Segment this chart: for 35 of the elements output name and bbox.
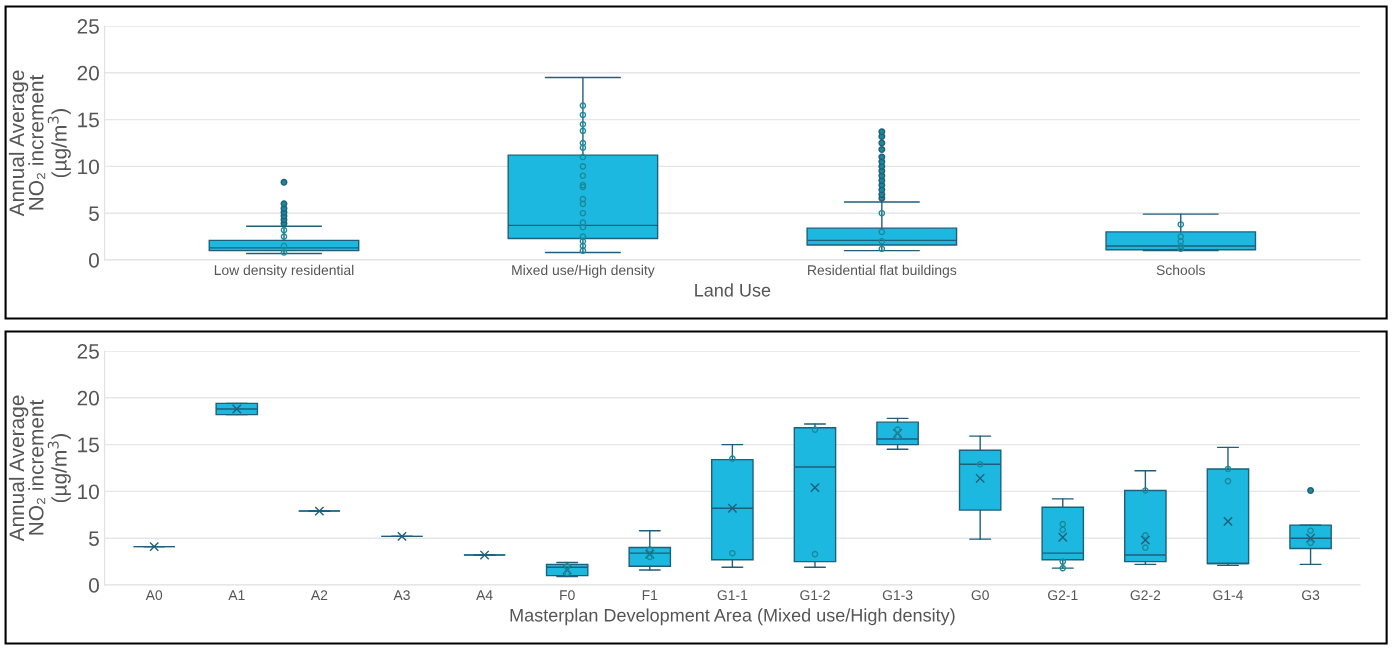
x-tick-label: A0 [145, 590, 163, 601]
y-tick-label: 20 [77, 390, 99, 406]
y-tick-label: 0 [88, 253, 99, 268]
y-tick-label: 20 [77, 65, 99, 81]
y-tick-label: 0 [88, 578, 99, 593]
x-tick-label: G2-2 [1130, 590, 1161, 601]
x-tick-label: G1-3 [882, 590, 913, 601]
y-tick-label: 10 [78, 159, 99, 175]
y-tick-label: 15 [78, 437, 99, 453]
x-tick-label: G0 [971, 590, 989, 601]
x-tick-label: G2-1 [1048, 590, 1078, 601]
x-tick-label: G1-4 [1213, 590, 1243, 601]
x-tick-label: A2 [310, 590, 328, 600]
x-tick-label: G3 [1302, 590, 1320, 601]
x-tick-label: F1 [642, 590, 658, 600]
x-axis-title: Masterplan Development Area (Mixed use/High density) [510, 608, 955, 626]
x-tick-label: G1-2 [800, 590, 830, 601]
x-tick-label: G1-1 [717, 590, 748, 601]
x-axis-title: Land Use [695, 283, 771, 297]
y-tick-label: 25 [77, 344, 99, 359]
y-axis-title: Annual Average NO₂ increment (µg/m$^{3}$) [8, 70, 71, 217]
y-tick-label: 25 [77, 19, 99, 34]
x-tick-label: F0 [560, 590, 575, 601]
y-axis-title: Annual Average NO₂ increment (µg/m$^{3}$) [8, 395, 71, 542]
x-tick-label: Schools [1156, 264, 1205, 276]
x-tick-label: Residential flat buildings [808, 264, 957, 278]
x-tick-label: A1 [228, 590, 245, 600]
y-tick-label: 15 [78, 112, 99, 128]
x-tick-label: A3 [393, 590, 410, 601]
y-tick-label: 5 [89, 206, 99, 221]
x-tick-label: Low density residential [214, 264, 354, 278]
y-tick-label: 10 [78, 484, 99, 500]
x-tick-label: Mixed use/High density [512, 264, 655, 278]
x-tick-label: A4 [476, 590, 493, 600]
y-tick-label: 5 [89, 531, 99, 546]
